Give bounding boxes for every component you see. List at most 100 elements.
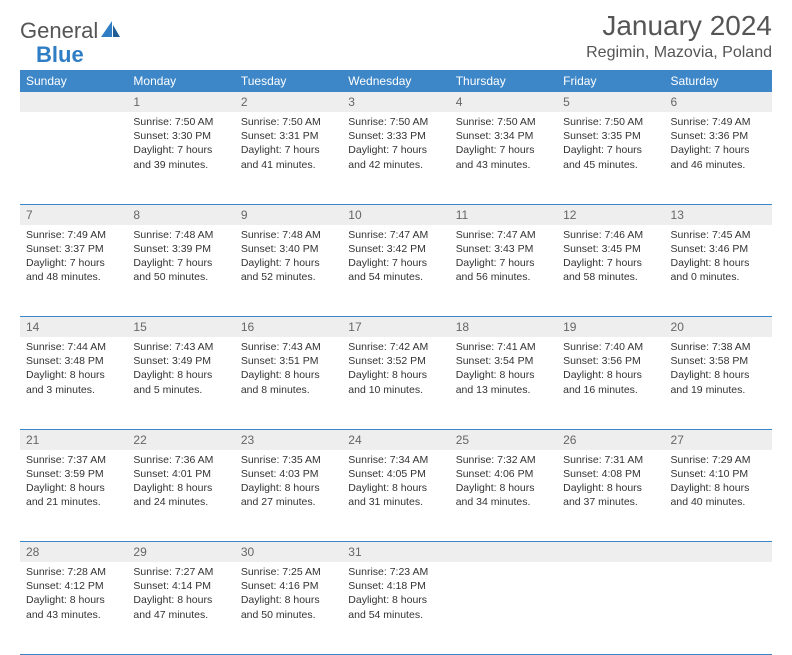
cell-content: Sunrise: 7:41 AMSunset: 3:54 PMDaylight:… <box>450 337 557 403</box>
sunset-line: Sunset: 4:16 PM <box>241 579 336 593</box>
sunset-line: Sunset: 4:18 PM <box>348 579 443 593</box>
cell-content: Sunrise: 7:44 AMSunset: 3:48 PMDaylight:… <box>20 337 127 403</box>
day-number: 16 <box>235 317 342 338</box>
daylight-line: Daylight: 7 hours and 50 minutes. <box>133 256 228 284</box>
day-number: 12 <box>557 204 664 225</box>
sunset-line: Sunset: 3:51 PM <box>241 354 336 368</box>
sunrise-line: Sunrise: 7:28 AM <box>26 565 121 579</box>
daylight-line: Daylight: 8 hours and 50 minutes. <box>241 593 336 621</box>
sunrise-line: Sunrise: 7:35 AM <box>241 453 336 467</box>
sunset-line: Sunset: 3:58 PM <box>671 354 766 368</box>
daylight-line: Daylight: 7 hours and 39 minutes. <box>133 143 228 171</box>
day-number: 20 <box>665 317 772 338</box>
sunset-line: Sunset: 3:48 PM <box>26 354 121 368</box>
day-number <box>450 542 557 563</box>
sunset-line: Sunset: 3:39 PM <box>133 242 228 256</box>
day-cell: Sunrise: 7:27 AMSunset: 4:14 PMDaylight:… <box>127 562 234 654</box>
daynum-row: 21222324252627 <box>20 429 772 450</box>
sunrise-line: Sunrise: 7:42 AM <box>348 340 443 354</box>
calendar-header-row: SundayMondayTuesdayWednesdayThursdayFrid… <box>20 70 772 92</box>
sunset-line: Sunset: 4:06 PM <box>456 467 551 481</box>
cell-content: Sunrise: 7:28 AMSunset: 4:12 PMDaylight:… <box>20 562 127 628</box>
sunrise-line: Sunrise: 7:43 AM <box>133 340 228 354</box>
day-cell <box>20 112 127 204</box>
day-cell: Sunrise: 7:43 AMSunset: 3:49 PMDaylight:… <box>127 337 234 429</box>
sunrise-line: Sunrise: 7:38 AM <box>671 340 766 354</box>
day-number: 23 <box>235 429 342 450</box>
cell-content: Sunrise: 7:49 AMSunset: 3:36 PMDaylight:… <box>665 112 772 178</box>
cell-content: Sunrise: 7:45 AMSunset: 3:46 PMDaylight:… <box>665 225 772 291</box>
daynum-row: 78910111213 <box>20 204 772 225</box>
cell-content: Sunrise: 7:43 AMSunset: 3:49 PMDaylight:… <box>127 337 234 403</box>
sunrise-line: Sunrise: 7:48 AM <box>241 228 336 242</box>
day-cell: Sunrise: 7:46 AMSunset: 3:45 PMDaylight:… <box>557 225 664 317</box>
day-number: 19 <box>557 317 664 338</box>
day-number: 8 <box>127 204 234 225</box>
sunset-line: Sunset: 3:35 PM <box>563 129 658 143</box>
cell-content: Sunrise: 7:50 AMSunset: 3:35 PMDaylight:… <box>557 112 664 178</box>
calendar-body: 123456Sunrise: 7:50 AMSunset: 3:30 PMDay… <box>20 92 772 654</box>
sunrise-line: Sunrise: 7:29 AM <box>671 453 766 467</box>
day-cell <box>665 562 772 654</box>
day-cell: Sunrise: 7:37 AMSunset: 3:59 PMDaylight:… <box>20 450 127 542</box>
logo-text-general: General <box>20 18 98 44</box>
sunset-line: Sunset: 3:31 PM <box>241 129 336 143</box>
sunrise-line: Sunrise: 7:48 AM <box>133 228 228 242</box>
day-cell: Sunrise: 7:28 AMSunset: 4:12 PMDaylight:… <box>20 562 127 654</box>
day-cell: Sunrise: 7:40 AMSunset: 3:56 PMDaylight:… <box>557 337 664 429</box>
sunset-line: Sunset: 4:08 PM <box>563 467 658 481</box>
sunrise-line: Sunrise: 7:44 AM <box>26 340 121 354</box>
sunrise-line: Sunrise: 7:31 AM <box>563 453 658 467</box>
cell-content: Sunrise: 7:25 AMSunset: 4:16 PMDaylight:… <box>235 562 342 628</box>
sunset-line: Sunset: 3:33 PM <box>348 129 443 143</box>
day-number: 15 <box>127 317 234 338</box>
sunrise-line: Sunrise: 7:47 AM <box>348 228 443 242</box>
sunrise-line: Sunrise: 7:27 AM <box>133 565 228 579</box>
logo-sail-icon <box>100 19 122 44</box>
cell-content: Sunrise: 7:31 AMSunset: 4:08 PMDaylight:… <box>557 450 664 516</box>
logo-text-blue-wrap: Blue <box>36 42 84 68</box>
content-row: Sunrise: 7:49 AMSunset: 3:37 PMDaylight:… <box>20 225 772 317</box>
day-number: 24 <box>342 429 449 450</box>
sunset-line: Sunset: 4:10 PM <box>671 467 766 481</box>
day-number <box>665 542 772 563</box>
day-number: 5 <box>557 92 664 112</box>
day-number: 7 <box>20 204 127 225</box>
sunset-line: Sunset: 3:30 PM <box>133 129 228 143</box>
cell-content: Sunrise: 7:49 AMSunset: 3:37 PMDaylight:… <box>20 225 127 291</box>
day-number: 14 <box>20 317 127 338</box>
day-cell: Sunrise: 7:50 AMSunset: 3:33 PMDaylight:… <box>342 112 449 204</box>
day-number: 1 <box>127 92 234 112</box>
daylight-line: Daylight: 7 hours and 42 minutes. <box>348 143 443 171</box>
daylight-line: Daylight: 8 hours and 31 minutes. <box>348 481 443 509</box>
cell-content: Sunrise: 7:34 AMSunset: 4:05 PMDaylight:… <box>342 450 449 516</box>
day-cell: Sunrise: 7:45 AMSunset: 3:46 PMDaylight:… <box>665 225 772 317</box>
cell-content: Sunrise: 7:47 AMSunset: 3:42 PMDaylight:… <box>342 225 449 291</box>
day-number: 9 <box>235 204 342 225</box>
sunset-line: Sunset: 3:40 PM <box>241 242 336 256</box>
day-cell: Sunrise: 7:47 AMSunset: 3:43 PMDaylight:… <box>450 225 557 317</box>
cell-content: Sunrise: 7:50 AMSunset: 3:34 PMDaylight:… <box>450 112 557 178</box>
cell-content: Sunrise: 7:42 AMSunset: 3:52 PMDaylight:… <box>342 337 449 403</box>
cell-content: Sunrise: 7:50 AMSunset: 3:33 PMDaylight:… <box>342 112 449 178</box>
daylight-line: Daylight: 8 hours and 21 minutes. <box>26 481 121 509</box>
day-cell <box>557 562 664 654</box>
day-number: 3 <box>342 92 449 112</box>
day-cell: Sunrise: 7:48 AMSunset: 3:39 PMDaylight:… <box>127 225 234 317</box>
day-cell: Sunrise: 7:41 AMSunset: 3:54 PMDaylight:… <box>450 337 557 429</box>
sunset-line: Sunset: 3:46 PM <box>671 242 766 256</box>
sunset-line: Sunset: 4:05 PM <box>348 467 443 481</box>
sunset-line: Sunset: 3:36 PM <box>671 129 766 143</box>
day-cell: Sunrise: 7:34 AMSunset: 4:05 PMDaylight:… <box>342 450 449 542</box>
daylight-line: Daylight: 8 hours and 3 minutes. <box>26 368 121 396</box>
sunrise-line: Sunrise: 7:50 AM <box>563 115 658 129</box>
sunset-line: Sunset: 3:37 PM <box>26 242 121 256</box>
day-number <box>557 542 664 563</box>
day-number: 2 <box>235 92 342 112</box>
sunset-line: Sunset: 3:52 PM <box>348 354 443 368</box>
day-cell <box>450 562 557 654</box>
sunset-line: Sunset: 3:54 PM <box>456 354 551 368</box>
day-cell: Sunrise: 7:50 AMSunset: 3:30 PMDaylight:… <box>127 112 234 204</box>
title-block: January 2024 Regimin, Mazovia, Poland <box>586 10 772 62</box>
day-number: 13 <box>665 204 772 225</box>
